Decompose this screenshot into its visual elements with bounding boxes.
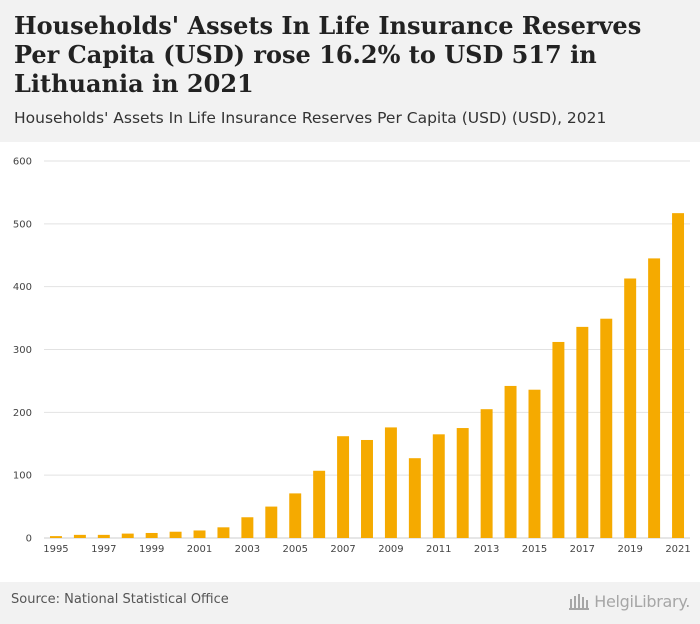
header: Households' Assets In Life Insurance Res…: [0, 0, 700, 142]
x-tick-label: 2009: [378, 544, 403, 555]
footer: Source: National Statistical Office Helg…: [0, 582, 700, 624]
bar-1998: [121, 533, 134, 538]
x-tick-label: 2005: [282, 544, 307, 555]
bar-2002: [217, 527, 230, 538]
x-tick-label: 2007: [330, 544, 355, 555]
source-note: Source: National Statistical Office: [11, 592, 229, 607]
brand: HelgiLibrary.: [568, 590, 690, 612]
x-tick-label: 2001: [187, 544, 212, 555]
bar-2004: [265, 506, 278, 538]
bar-2010: [408, 458, 421, 538]
y-tick-label: 0: [26, 534, 32, 545]
bar-1997: [97, 534, 110, 538]
bar-2006: [313, 470, 326, 538]
x-axis-ticks: 1995 1997 1999 2001 2003 2005 2007 2009 2011 2013…: [43, 544, 691, 555]
y-tick-label: 400: [13, 282, 32, 293]
y-tick-label: 300: [13, 345, 32, 356]
library-logo-icon: [569, 594, 590, 610]
y-axis-ticks: 0 100 200 300 400 500 600: [13, 157, 32, 545]
bar-2018: [600, 318, 613, 538]
brand-name: HelgiLibrary.: [594, 591, 690, 611]
bar-2013: [480, 409, 493, 538]
bar-2008: [361, 439, 373, 538]
chart-subtitle: Households' Assets In Life Insurance Res…: [14, 109, 607, 127]
bar-2001: [193, 530, 206, 538]
bar-chart: 0 100 200 300 400 500 600 1995 1997 1999 2001 2003…: [13, 157, 691, 556]
bar-2020: [648, 258, 661, 538]
x-tick-label: 1995: [43, 544, 68, 555]
bar-2019: [624, 278, 637, 538]
y-tick-label: 500: [13, 219, 32, 230]
x-tick-label: 2021: [665, 544, 690, 555]
x-tick-label: 2015: [522, 544, 547, 555]
bar-1995: [49, 536, 62, 538]
y-tick-label: 100: [13, 471, 32, 482]
x-tick-label: 1997: [91, 544, 116, 555]
x-tick-label: 2011: [426, 544, 451, 555]
y-tick-label: 200: [13, 408, 32, 419]
chart-title: Households' Assets In Life Insurance Res…: [14, 11, 642, 98]
x-tick-label: 2013: [474, 544, 499, 555]
x-tick-label: 2003: [235, 544, 260, 555]
y-tick-label: 600: [13, 157, 32, 168]
bars: [49, 213, 685, 538]
bar-2021: [672, 213, 685, 538]
bar-2014: [504, 385, 517, 538]
bar-2012: [456, 428, 469, 538]
x-tick-label: 2019: [617, 544, 642, 555]
bar-2011: [432, 434, 445, 538]
bar-1999: [145, 532, 158, 538]
grid-lines: [44, 160, 690, 539]
bar-2017: [576, 326, 589, 538]
x-tick-label: 2017: [570, 544, 595, 555]
bar-2009: [384, 427, 397, 538]
bar-2016: [552, 341, 565, 538]
bar-2007: [337, 436, 350, 538]
bar-1996: [73, 534, 86, 538]
x-tick-label: 1999: [139, 544, 164, 555]
bar-2005: [289, 493, 302, 538]
bar-2000: [169, 531, 182, 538]
bar-2003: [241, 517, 254, 538]
bar-2015: [528, 389, 541, 538]
